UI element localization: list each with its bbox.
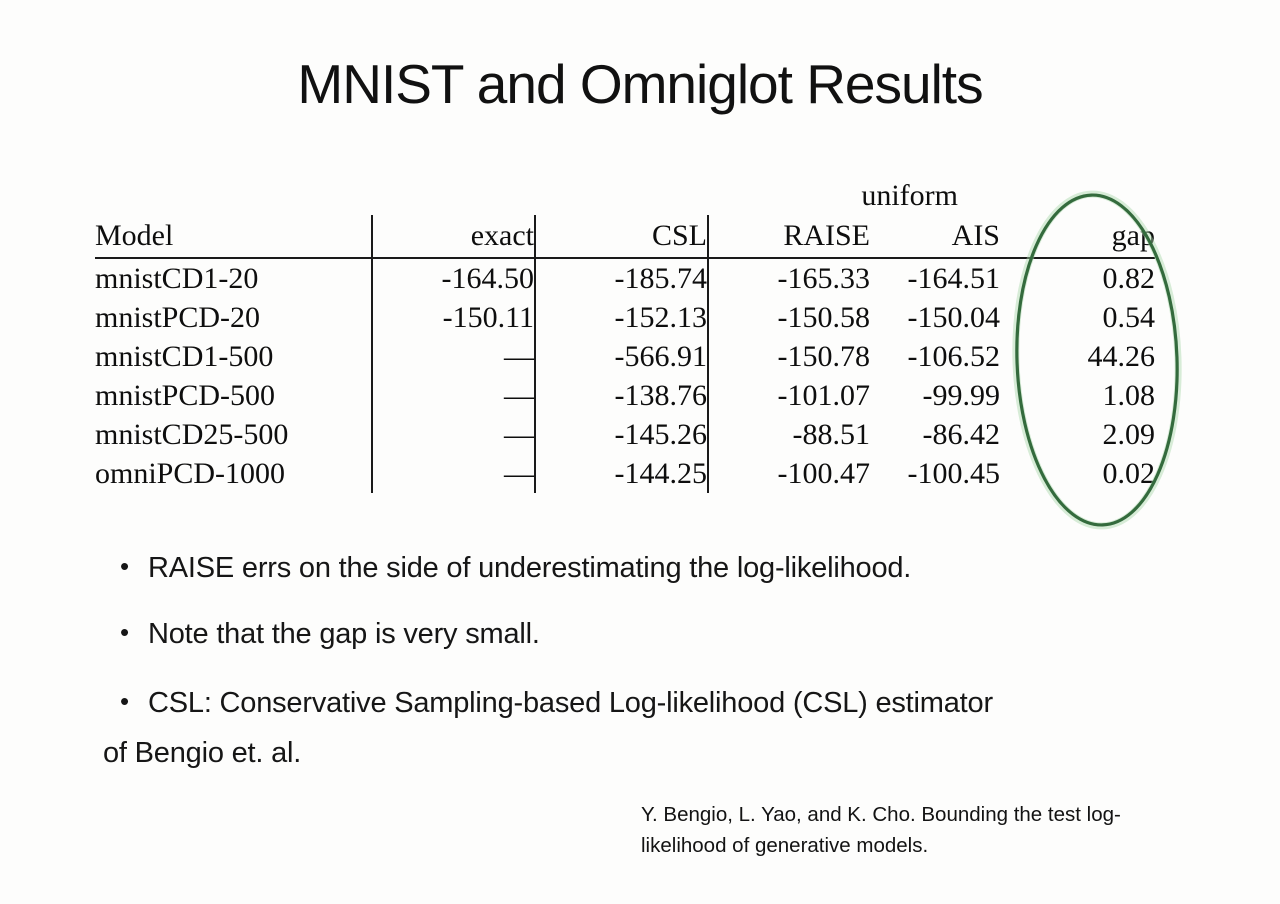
cell-gap: 0.82 [1102, 261, 1156, 295]
bullet-text: Note that the gap is very small. [148, 618, 540, 650]
slide-title: MNIST and Omniglot Results [297, 53, 983, 115]
table-header-row: Model exact CSL RAISE AIS gap [95, 215, 1155, 259]
cell-gap: 44.26 [1087, 339, 1156, 373]
cell-ais: -100.45 [907, 456, 1001, 490]
cell-exact: — [371, 454, 535, 493]
table-row: omniPCD-1000 — -144.25 -100.47 -100.45 0… [95, 454, 1155, 493]
cell-csl: -145.26 [534, 415, 708, 454]
cell-model: mnistCD1-500 [95, 339, 274, 373]
cell-raise: -150.78 [707, 337, 870, 376]
cell-csl: -566.91 [534, 337, 708, 376]
cell-raise: -150.58 [707, 298, 870, 337]
cell-model: mnistCD25-500 [95, 417, 289, 451]
citation-line: Y. Bengio, L. Yao, and K. Cho. Bounding … [641, 803, 1121, 826]
bullet-text-continuation: of Bengio et. al. [103, 737, 302, 769]
table-row: mnistCD1-20 -164.50 -185.74 -165.33 -164… [95, 258, 1155, 298]
cell-gap: 0.54 [1102, 300, 1156, 334]
cell-gap: 0.02 [1102, 456, 1156, 490]
cell-exact: — [371, 415, 535, 454]
bullet-marker: • [120, 551, 129, 581]
cell-gap: 1.08 [1102, 378, 1156, 412]
bullet-item: • CSL: Conservative Sampling-based Log-l… [120, 686, 993, 720]
bullet-marker: • [120, 617, 129, 647]
bullet-marker: • [120, 686, 129, 716]
cell-exact: — [371, 376, 535, 415]
cell-ais: -164.51 [907, 261, 1001, 295]
bullet-text: CSL: Conservative Sampling-based Log-lik… [148, 687, 993, 719]
cell-ais: -106.52 [907, 339, 1001, 373]
cell-csl: -185.74 [534, 258, 708, 298]
cell-model: omniPCD-1000 [95, 456, 286, 490]
column-header-exact: exact [371, 215, 535, 259]
cell-exact: -150.11 [371, 298, 535, 337]
cell-model: mnistPCD-20 [95, 300, 261, 334]
cell-csl: -144.25 [534, 454, 708, 493]
cell-raise: -101.07 [707, 376, 870, 415]
bullet-item: • Note that the gap is very small. [120, 617, 540, 651]
column-header-ais: AIS [870, 215, 1000, 259]
cell-raise: -100.47 [707, 454, 870, 493]
column-header-model: Model [95, 215, 372, 259]
cell-ais: -99.99 [922, 378, 1001, 412]
cell-raise: -88.51 [707, 415, 870, 454]
table-group-header-uniform: uniform [861, 179, 958, 212]
column-header-csl: CSL [534, 215, 708, 259]
citation-line: likelihood of generative models. [641, 834, 929, 857]
table-row: mnistPCD-20 -150.11 -152.13 -150.58 -150… [95, 298, 1155, 337]
column-header-raise: RAISE [707, 215, 870, 259]
cell-ais: -150.04 [907, 300, 1001, 334]
results-table: Model exact CSL RAISE AIS gap mnistCD1-2… [95, 215, 1155, 493]
cell-csl: -138.76 [534, 376, 708, 415]
table-row: mnistPCD-500 — -138.76 -101.07 -99.99 1.… [95, 376, 1155, 415]
table-row: mnistCD1-500 — -566.91 -150.78 -106.52 4… [95, 337, 1155, 376]
cell-csl: -152.13 [534, 298, 708, 337]
cell-raise: -165.33 [707, 258, 870, 298]
table-row: mnistCD25-500 — -145.26 -88.51 -86.42 2.… [95, 415, 1155, 454]
bullet-text: RAISE errs on the side of underestimatin… [148, 552, 912, 584]
bullet-item: • RAISE errs on the side of underestimat… [120, 551, 912, 585]
citation: Y. Bengio, L. Yao, and K. Cho. Bounding … [641, 799, 1121, 861]
cell-ais: -86.42 [922, 417, 1001, 451]
cell-exact: — [371, 337, 535, 376]
cell-exact: -164.50 [371, 258, 535, 298]
column-header-gap: gap [1000, 215, 1155, 259]
cell-model: mnistPCD-500 [95, 378, 276, 412]
cell-gap: 2.09 [1102, 417, 1156, 451]
cell-model: mnistCD1-20 [95, 261, 259, 295]
